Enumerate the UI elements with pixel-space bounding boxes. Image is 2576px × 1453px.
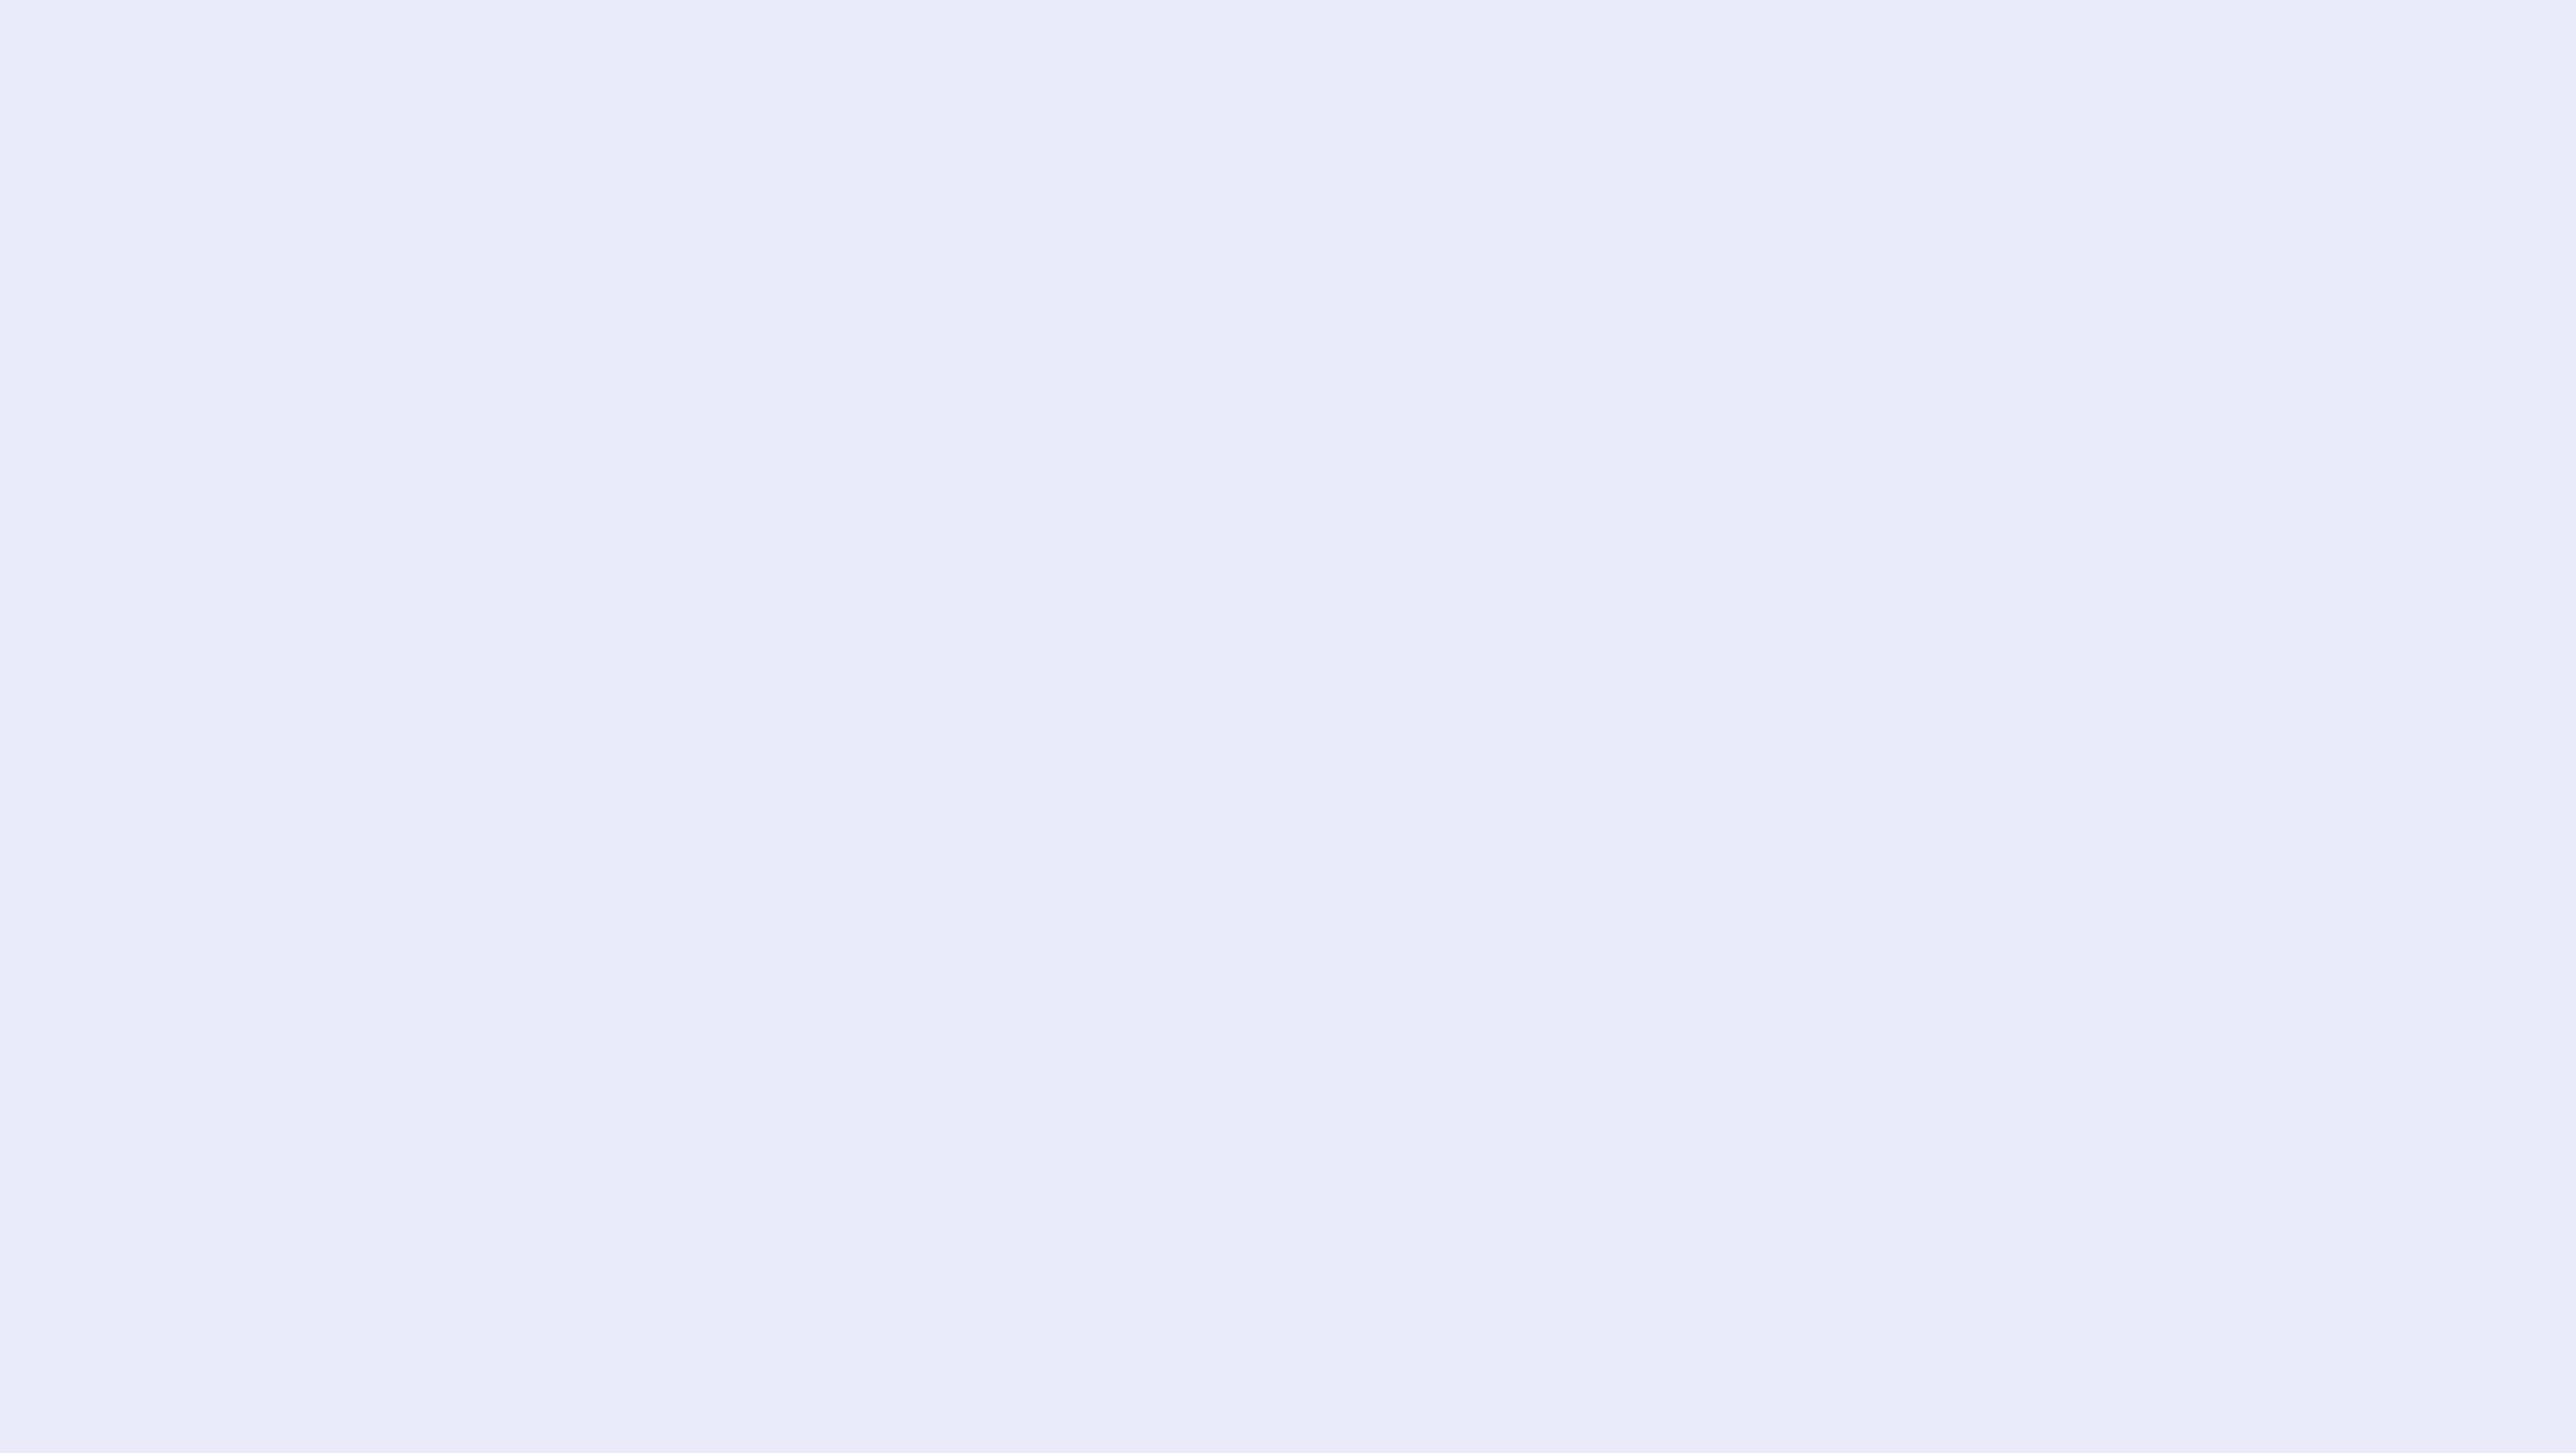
app-root [0, 0, 2576, 1453]
